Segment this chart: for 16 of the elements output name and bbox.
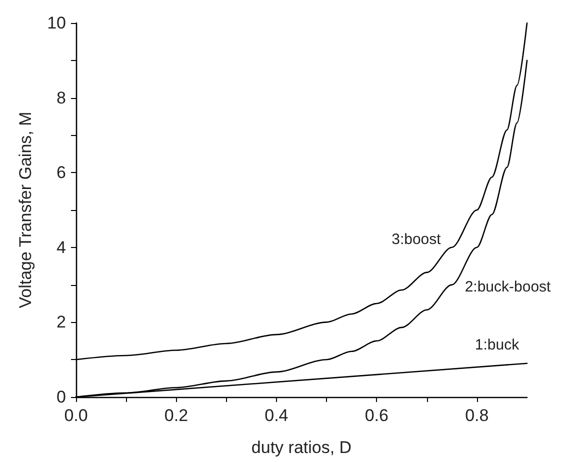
x-tick-label: 0.4 (264, 406, 288, 425)
x-tick-label: 0.8 (465, 406, 489, 425)
y-tick-label: 8 (56, 88, 66, 108)
y-tick-label: 2 (56, 312, 66, 332)
series-label: 3:boost (392, 230, 442, 248)
x-tick-label: 0.2 (164, 406, 188, 425)
y-tick-label: 0 (56, 388, 66, 406)
x-axis-title: duty ratios, D (251, 438, 352, 457)
x-tick-label: 0.6 (364, 406, 388, 425)
x-tick-label: 0.0 (64, 406, 88, 425)
y-axis-title: Voltage Transfer Gains, M (16, 112, 35, 308)
y-tick-label: 6 (56, 163, 66, 182)
series-label: 1:buck (474, 336, 520, 354)
y-tick-label: 4 (56, 238, 66, 257)
series-label: 2:buck-boost (464, 278, 552, 296)
y-tick-label: 10 (47, 14, 66, 32)
